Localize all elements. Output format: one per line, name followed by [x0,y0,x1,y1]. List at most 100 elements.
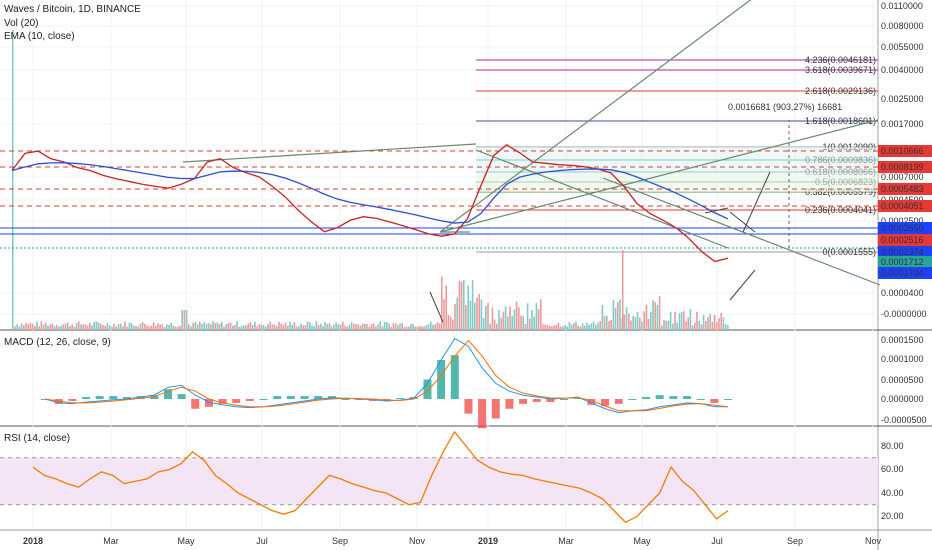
volume-bar [641,321,643,330]
volume-bar [273,324,276,330]
volume-bar [414,326,417,330]
volume-bar [575,321,577,330]
price-badge [878,161,932,173]
price-badge [878,246,932,258]
volume-bar [130,323,133,330]
volume-bar [128,322,131,330]
fib-level-label: 0(0.0001555) [822,247,876,257]
volume-bar [557,322,560,330]
volume-bar [632,315,634,330]
price-badge [878,145,932,157]
macd-histogram-bar [532,399,541,402]
time-tick-label: Jul [256,536,268,546]
volume-bar [207,323,210,330]
volume-bar [661,325,663,330]
macd-histogram-bar [68,399,77,401]
price-badge-label: 0.0005483 [881,184,924,194]
rsi-tick-label: 60.00 [881,464,904,474]
volume-bar [520,315,522,330]
volume-bar [71,324,73,330]
rsi-tick-label: 40.00 [881,488,904,498]
volume-bar [425,325,428,330]
fib-level-label: 0.236(0.0004041) [805,205,876,215]
volume-bar [243,325,245,330]
volume-bar [335,322,337,330]
volume-label[interactable]: Vol (20) [4,18,39,29]
volume-bar [705,320,707,330]
volume-bar [36,321,38,330]
volume-bar [364,323,366,330]
volume-bar [205,323,208,330]
volume-bar [278,321,280,330]
volume-bar [683,311,685,330]
volume-bar [566,326,568,330]
volume-bar [289,321,291,330]
volume-bar [196,324,199,330]
volume-bar [258,324,260,330]
volume-bar [623,314,626,330]
volume-bar [106,322,109,330]
volume-bar [42,324,45,330]
volume-bar [172,325,175,330]
volume-bar [86,325,89,330]
volume-bar [291,324,293,330]
volume-bar [64,323,67,330]
macd-histogram-bar [628,399,637,400]
volume-bar [467,285,469,330]
volume-bar [493,319,496,330]
volume-bar [361,323,364,330]
macd-line [44,337,728,414]
rsi-label[interactable]: RSI (14, close) [4,433,71,444]
time-tick-label: May [633,536,651,546]
volume-bar [157,323,159,330]
volume-bar [445,285,447,330]
volume-bar [634,317,637,330]
volume-bar [254,321,256,330]
volume-bar [221,321,223,330]
macd-label[interactable]: MACD (12, 26, close, 9) [4,337,111,348]
volume-bar [559,326,562,330]
volume-bar [115,326,117,330]
volume-bar [564,325,566,330]
volume-bar [691,325,694,330]
volume-bar [359,325,362,330]
macd-histogram-bar [273,396,282,399]
volume-bar [678,313,681,330]
volume-bar [350,322,353,330]
price-badge-label: 0.0004051 [881,201,924,211]
volume-bar [194,321,197,330]
rsi-tick-label: 80.00 [881,441,904,451]
volume-bar [718,318,720,330]
macd-histogram-bar [300,396,309,399]
volume-bar [137,326,139,330]
volume-bar [80,324,82,330]
volume-bar [502,311,505,330]
macd-histogram-bar [163,389,172,399]
volume-bar [577,325,579,330]
volume-bar [23,325,25,330]
volume-bar [388,323,390,330]
volume-bar [568,321,571,330]
volume-bar [647,318,650,330]
volume-bar [645,304,648,330]
price-badge [878,183,932,195]
ema-label[interactable]: EMA (10, close) [4,31,75,42]
volume-bar [47,325,49,330]
volume-bar [573,323,575,330]
volume-bar [16,324,18,330]
volume-bar [469,300,472,330]
volume-bar [504,306,507,330]
volume-bar [676,322,678,330]
volume-bar [135,325,137,330]
time-tick-label: Sep [332,536,348,546]
volume-bar [49,324,51,330]
volume-bar [293,322,296,330]
macd-histogram-bar [314,396,323,399]
volume-bar [232,325,234,330]
volume-bar [311,325,313,330]
price-tick-label: 0.0000400 [881,288,924,298]
volume-bar [67,322,69,330]
volume-bar [478,294,480,330]
volume-bar [474,302,476,330]
